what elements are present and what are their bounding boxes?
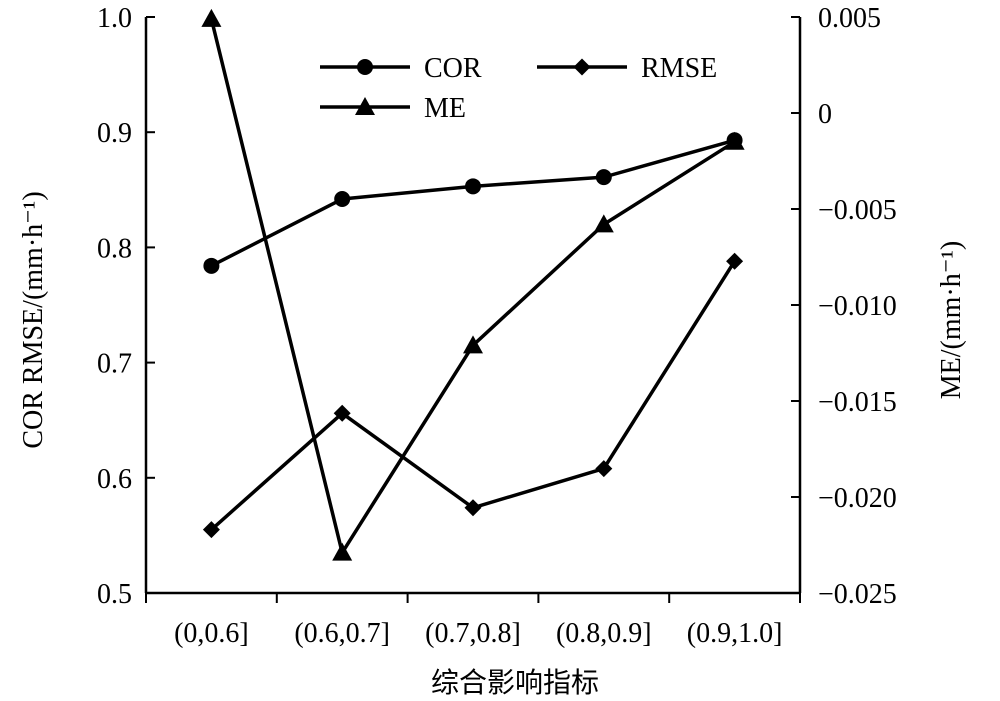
x-tick-label: (0,0.6]: [174, 618, 249, 649]
y-left-tick-label: 0.6: [97, 464, 132, 495]
data-point-me: [463, 335, 483, 354]
y-right-tick-label: 0: [818, 99, 832, 130]
y-right-tick-label: 0.005: [818, 3, 881, 34]
y-left-tick-label: 0.7: [97, 349, 132, 380]
series-line-cor: [210, 138, 736, 268]
data-point-me: [593, 214, 614, 233]
y-left-tick-label: 0.9: [97, 118, 132, 149]
data-point-rmse: [202, 521, 220, 539]
series-layer: [201, 8, 745, 561]
legend-label-me: ME: [424, 93, 466, 124]
data-point-cor: [334, 191, 351, 208]
y-right-tick-label: −0.015: [818, 387, 897, 418]
y-right-tick-label: −0.020: [818, 483, 897, 514]
data-point-cor: [595, 169, 612, 186]
y-axis-left-title: COR RMSE/(mm·h⁻¹): [18, 191, 49, 448]
series-line-rmse: [210, 260, 737, 531]
x-axis-title: 综合影响指标: [431, 667, 599, 699]
x-tick-label: (0.7,0.8]: [425, 618, 521, 649]
x-tick-label: (0.9,1.0]: [687, 618, 783, 649]
y-right-tick-label: −0.010: [818, 291, 897, 322]
legend-marker-me: [355, 97, 375, 115]
legend-label-cor: COR: [424, 53, 482, 84]
data-point-me: [332, 542, 353, 561]
data-point-rmse: [726, 252, 744, 270]
data-point-rmse: [595, 460, 613, 478]
data-point-rmse: [464, 499, 482, 517]
y-right-tick-label: −0.005: [818, 195, 897, 226]
data-point-me: [724, 131, 745, 150]
data-point-cor: [203, 257, 220, 274]
y-right-tick-label: −0.025: [818, 579, 897, 610]
x-tick-label: (0.6,0.7]: [294, 618, 390, 649]
legend-label-rmse: RMSE: [641, 53, 717, 84]
data-point-me: [201, 8, 222, 27]
y-left-tick-label: 1.0: [97, 3, 132, 34]
y-axis-right-title: ME/(mm·h⁻¹): [936, 241, 967, 399]
data-point-rmse: [333, 404, 351, 422]
axes: 0.5 0.6 0.7 0.8 0.9 1.0 −0.025 −0.020 −0.015 −0.0…: [97, 3, 897, 649]
y-left-tick-label: 0.5: [97, 579, 132, 610]
legend-marker-rmse: [573, 58, 591, 76]
series-line-me: [209, 18, 736, 555]
y-left-tick-label: 0.8: [97, 233, 132, 264]
legend: COR RMSE ME: [320, 53, 717, 124]
data-point-cor: [465, 178, 481, 195]
x-tick-label: (0.8,0.9]: [556, 618, 652, 649]
legend-marker-cor: [357, 59, 373, 75]
